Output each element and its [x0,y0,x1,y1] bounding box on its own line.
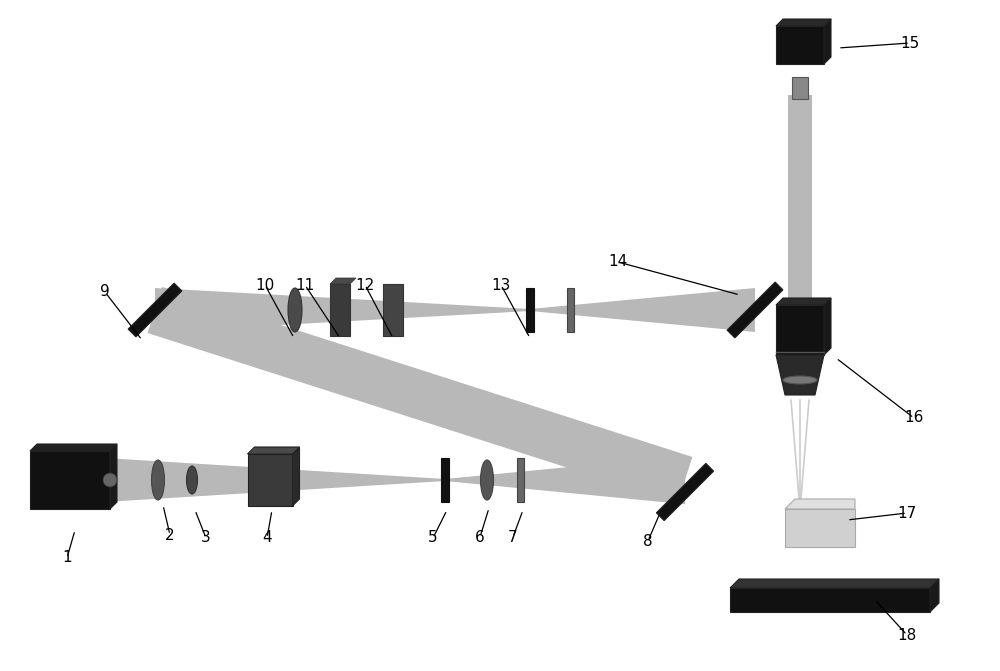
Polygon shape [148,287,692,503]
Text: 3: 3 [201,531,211,546]
Text: 6: 6 [475,529,485,544]
Polygon shape [788,95,812,380]
Bar [566,288,574,332]
Bar [776,26,824,64]
Polygon shape [824,19,831,64]
Ellipse shape [288,288,302,332]
Bar [330,284,350,336]
Polygon shape [776,355,824,395]
Polygon shape [330,278,356,284]
Bar [248,454,292,506]
Text: 14: 14 [608,254,628,270]
Bar [785,509,855,547]
Ellipse shape [152,460,164,500]
Bar [30,451,110,509]
Polygon shape [785,499,855,509]
Text: 4: 4 [262,531,272,546]
Polygon shape [110,444,117,509]
Polygon shape [776,19,831,26]
Ellipse shape [783,376,817,384]
Bar [792,77,808,99]
Polygon shape [30,444,117,451]
Bar [776,305,824,355]
Bar [730,588,930,612]
Ellipse shape [480,460,494,500]
Text: 18: 18 [897,627,917,643]
Polygon shape [776,298,831,305]
Text: 17: 17 [897,505,917,521]
Bar [383,284,403,336]
Polygon shape [105,458,445,502]
Polygon shape [128,283,182,337]
Text: 1: 1 [62,550,72,566]
Bar [516,458,524,502]
Text: 13: 13 [491,278,511,293]
Text: 2: 2 [165,527,175,542]
Polygon shape [656,464,714,521]
Text: 11: 11 [295,278,315,293]
Polygon shape [155,288,530,332]
Text: 9: 9 [100,285,110,299]
Polygon shape [824,298,831,355]
Text: 15: 15 [900,36,920,50]
Text: 8: 8 [643,533,653,548]
Polygon shape [292,447,300,506]
Text: 16: 16 [904,411,924,425]
Text: 5: 5 [428,531,438,546]
Ellipse shape [186,466,198,494]
Bar [526,288,534,332]
Polygon shape [730,579,939,588]
Bar [441,458,449,502]
Text: 7: 7 [508,529,518,544]
Polygon shape [248,447,300,454]
Polygon shape [445,456,685,504]
Polygon shape [930,579,939,612]
Polygon shape [530,288,755,332]
Ellipse shape [103,473,117,487]
Text: 10: 10 [255,278,275,293]
Polygon shape [727,282,783,338]
Text: 12: 12 [355,278,375,293]
